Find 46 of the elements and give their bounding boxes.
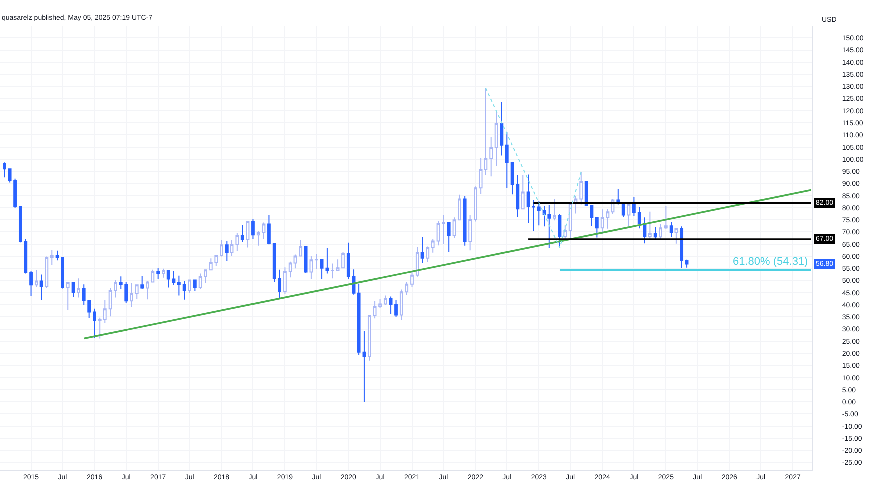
candlestick [558,214,562,248]
candlestick [622,202,626,218]
candlestick [590,205,594,227]
candlestick [93,308,96,339]
candlestick [510,162,514,196]
candlestick [362,330,366,403]
candlestick [240,224,244,243]
candlestick [420,236,424,264]
candlestick [516,174,520,218]
candlestick [193,279,197,292]
candlestick [172,271,176,286]
candlestick [680,226,684,269]
candlestick [595,216,599,238]
candlestick [505,132,509,189]
candlestick [56,250,60,262]
candlestick [584,181,588,208]
annotation: 61.80% (54.31) [733,256,808,268]
candlestick [326,248,330,274]
candlestick [632,196,636,217]
candlestick [447,222,451,253]
candlestick [463,196,467,246]
candlestick [670,222,674,238]
candlestick [346,242,350,280]
candlestick [304,246,308,274]
candlestick [225,240,229,262]
candlestick [638,206,642,230]
candlestick [3,162,6,178]
candlestick [685,259,689,268]
candlestick [30,270,33,297]
candlestick [156,268,160,280]
candlestick [532,199,536,232]
candlestick [61,256,64,290]
candlestick [357,283,361,356]
candlestick [40,274,44,301]
candlestick [500,101,504,156]
candlestick [166,270,170,288]
candlestick [252,218,255,240]
candlestick [537,201,541,226]
candlestick [182,280,186,300]
candlestick [72,281,76,298]
candlestick [268,214,271,246]
candlestick [178,275,181,296]
candlestick [654,226,658,240]
candlestick [320,258,324,280]
candlestick [526,174,530,224]
candlestick [140,276,144,290]
